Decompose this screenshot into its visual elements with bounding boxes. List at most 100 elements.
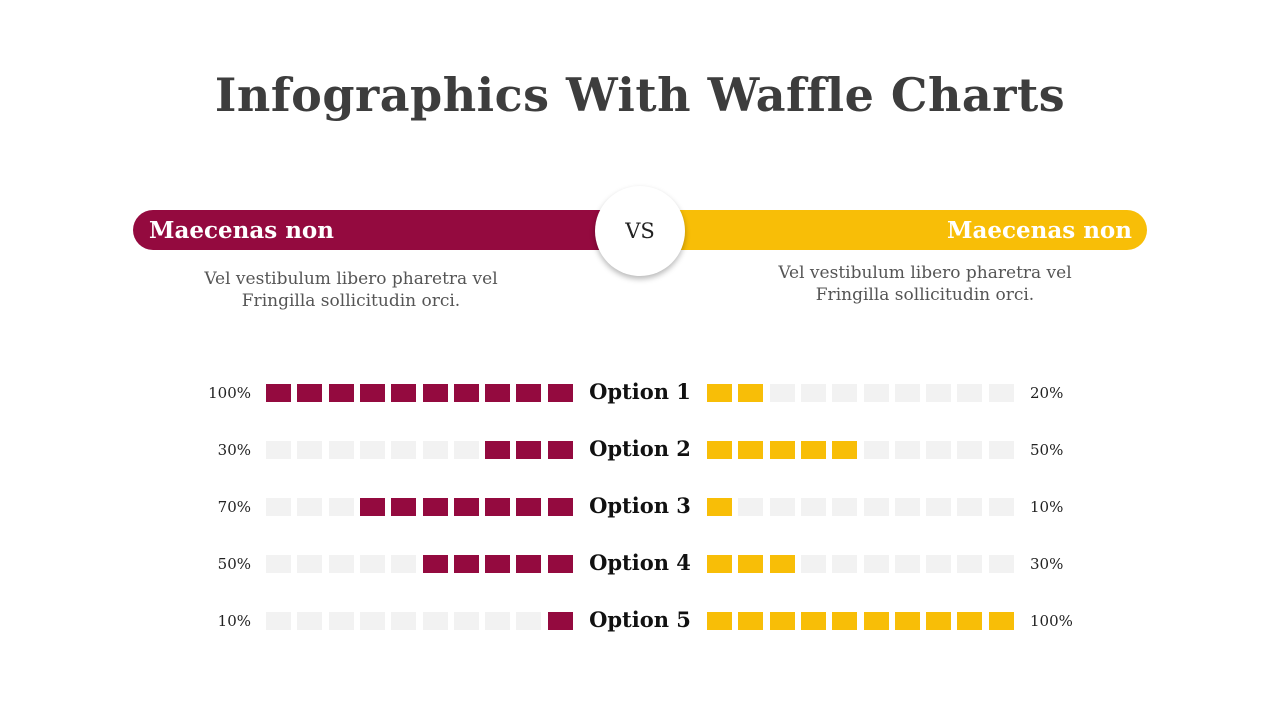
left-heading: Maecenas non <box>149 216 334 244</box>
right-waffle-cell-empty <box>800 555 826 573</box>
left-waffle-cell-filled <box>516 441 542 459</box>
left-percent-label: 30% <box>217 441 251 459</box>
right-waffle-cell-filled <box>926 612 952 630</box>
left-waffle-cell-empty <box>328 555 354 573</box>
left-waffle-cell-filled <box>485 441 511 459</box>
option-label: Option 1 <box>589 379 691 404</box>
left-waffle-cell-filled <box>485 498 511 516</box>
right-header-band: Maecenas non <box>628 210 1147 250</box>
right-waffle-cell-empty <box>800 498 826 516</box>
waffle-row: 10% Option 5 100% <box>0 607 1280 632</box>
right-percent-label: 10% <box>1030 498 1064 516</box>
option-label: Option 3 <box>589 493 691 518</box>
left-percent-label: 50% <box>217 555 251 573</box>
right-waffle-cell-empty <box>769 384 795 402</box>
right-waffle-cell-filled <box>738 612 764 630</box>
right-heading: Maecenas non <box>947 216 1132 244</box>
left-waffle-cell-empty <box>297 441 323 459</box>
left-waffle-cell-empty <box>391 555 417 573</box>
left-waffle-cell-filled <box>297 384 323 402</box>
right-waffle-cell-empty <box>894 441 920 459</box>
left-waffle-cell-filled <box>328 384 354 402</box>
right-waffle-cell-empty <box>863 498 889 516</box>
right-waffle-cell-empty <box>926 498 952 516</box>
left-waffle-cell-empty <box>359 555 385 573</box>
vs-label: VS <box>625 219 655 243</box>
left-header-band: Maecenas non <box>133 210 653 250</box>
left-waffle-cell-empty <box>422 612 448 630</box>
right-waffle-cell-empty <box>894 384 920 402</box>
right-waffle-cell-filled <box>707 384 732 402</box>
right-waffle-cell-empty <box>988 498 1014 516</box>
left-waffle-cell-filled <box>516 384 542 402</box>
left-waffle-cell-filled <box>453 555 479 573</box>
option-label: Option 2 <box>589 436 691 461</box>
right-waffle-cell-filled <box>707 441 732 459</box>
right-description: Vel vestibulum libero pharetra vel Fring… <box>735 262 1115 306</box>
right-waffle-cell-empty <box>863 384 889 402</box>
right-waffle-cell-filled <box>800 612 826 630</box>
left-waffle-cell-filled <box>516 498 542 516</box>
right-waffle-cell-filled <box>988 612 1014 630</box>
right-waffle-cell-empty <box>988 441 1014 459</box>
left-waffle-cell-filled <box>391 384 417 402</box>
right-waffle-cell-empty <box>832 555 858 573</box>
right-waffle-cell-empty <box>926 384 952 402</box>
right-waffle-cell-filled <box>707 498 732 516</box>
right-waffle-cell-empty <box>769 498 795 516</box>
left-waffle-cell-filled <box>359 498 385 516</box>
left-waffle-cell-filled <box>266 384 291 402</box>
right-waffle-cell-empty <box>957 555 983 573</box>
right-percent-label: 30% <box>1030 555 1064 573</box>
left-waffle-cell-empty <box>516 612 542 630</box>
right-waffle-cell-empty <box>738 498 764 516</box>
left-waffle-cell-filled <box>547 555 573 573</box>
left-waffle-cell-filled <box>547 384 573 402</box>
right-waffle-cell-empty <box>832 384 858 402</box>
right-waffle-cell-filled <box>863 612 889 630</box>
left-description: Vel vestibulum libero pharetra vel Fring… <box>161 268 541 312</box>
left-percent-label: 10% <box>217 612 251 630</box>
left-waffle-cell-empty <box>266 612 291 630</box>
right-waffle-cell-filled <box>957 612 983 630</box>
left-waffle-cell-filled <box>391 498 417 516</box>
left-waffle-cell-empty <box>266 555 291 573</box>
left-waffle-cell-empty <box>328 498 354 516</box>
left-waffle-cell-empty <box>422 441 448 459</box>
right-waffle-cell-empty <box>926 555 952 573</box>
left-waffle-cell-filled <box>453 498 479 516</box>
waffle-row: 100% Option 1 20% <box>0 379 1280 404</box>
left-waffle-cell-filled <box>422 555 448 573</box>
left-desc-line1: Vel vestibulum libero pharetra vel <box>204 269 498 289</box>
left-waffle-cell-empty <box>453 441 479 459</box>
left-waffle-cell-empty <box>266 498 291 516</box>
left-waffle-cell-empty <box>391 441 417 459</box>
waffle-row: 70% Option 3 10% <box>0 493 1280 518</box>
right-waffle-cell-filled <box>707 555 732 573</box>
left-waffle-cell-filled <box>516 555 542 573</box>
right-waffle-cell-empty <box>894 498 920 516</box>
left-waffle-cell-empty <box>453 612 479 630</box>
right-waffle-cell-filled <box>832 441 858 459</box>
right-waffle-cell-filled <box>769 612 795 630</box>
left-desc-line2: Fringilla sollicitudin orci. <box>241 291 461 311</box>
right-desc-line1: Vel vestibulum libero pharetra vel <box>778 263 1072 283</box>
left-waffle-cell-filled <box>485 384 511 402</box>
left-waffle-cell-empty <box>485 612 511 630</box>
right-percent-label: 50% <box>1030 441 1064 459</box>
right-waffle-cell-filled <box>800 441 826 459</box>
left-waffle-cell-filled <box>485 555 511 573</box>
vs-badge: VS <box>595 186 685 276</box>
left-waffle-cell-empty <box>391 612 417 630</box>
right-waffle-cell-empty <box>957 498 983 516</box>
left-waffle-cell-filled <box>422 498 448 516</box>
right-waffle-cell-filled <box>894 612 920 630</box>
right-waffle-cell-empty <box>832 498 858 516</box>
page-title: Infographics With Waffle Charts <box>214 68 1066 122</box>
right-waffle-cell-empty <box>957 441 983 459</box>
right-waffle-cell-empty <box>863 555 889 573</box>
right-percent-label: 100% <box>1030 612 1073 630</box>
option-label: Option 5 <box>589 607 691 632</box>
right-waffle-cell-empty <box>926 441 952 459</box>
left-waffle-cell-empty <box>359 441 385 459</box>
